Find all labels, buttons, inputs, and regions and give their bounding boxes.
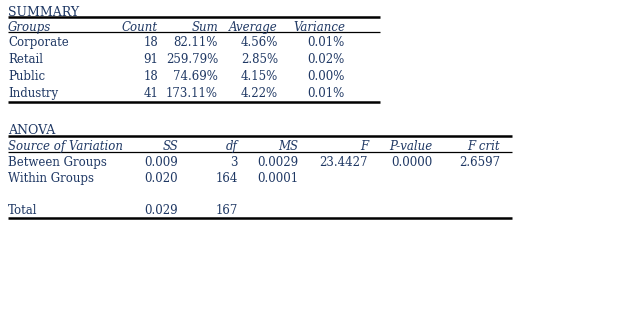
Text: Variance: Variance <box>293 21 345 34</box>
Text: Sum: Sum <box>191 21 218 34</box>
Text: Groups: Groups <box>8 21 51 34</box>
Text: 0.0001: 0.0001 <box>257 172 298 185</box>
Text: Industry: Industry <box>8 87 58 100</box>
Text: 0.020: 0.020 <box>144 172 178 185</box>
Text: 4.56%: 4.56% <box>241 36 278 49</box>
Text: 4.22%: 4.22% <box>241 87 278 100</box>
Text: Total: Total <box>8 204 38 217</box>
Text: P-value: P-value <box>389 140 432 153</box>
Text: 0.01%: 0.01% <box>308 36 345 49</box>
Text: 167: 167 <box>216 204 238 217</box>
Text: F crit: F crit <box>468 140 500 153</box>
Text: ANOVA: ANOVA <box>8 124 55 137</box>
Text: SS: SS <box>162 140 178 153</box>
Text: MS: MS <box>278 140 298 153</box>
Text: 0.029: 0.029 <box>144 204 178 217</box>
Text: 164: 164 <box>216 172 238 185</box>
Text: Count: Count <box>122 21 158 34</box>
Text: F: F <box>360 140 368 153</box>
Text: 0.00%: 0.00% <box>308 70 345 83</box>
Text: 0.01%: 0.01% <box>308 87 345 100</box>
Text: Between Groups: Between Groups <box>8 156 107 169</box>
Text: Retail: Retail <box>8 53 43 66</box>
Text: 41: 41 <box>143 87 158 100</box>
Text: 3: 3 <box>231 156 238 169</box>
Text: 0.0000: 0.0000 <box>391 156 432 169</box>
Text: 0.0029: 0.0029 <box>257 156 298 169</box>
Text: 0.009: 0.009 <box>144 156 178 169</box>
Text: SUMMARY: SUMMARY <box>8 6 79 19</box>
Text: Corporate: Corporate <box>8 36 69 49</box>
Text: 91: 91 <box>143 53 158 66</box>
Text: 2.85%: 2.85% <box>241 53 278 66</box>
Text: 173.11%: 173.11% <box>166 87 218 100</box>
Text: 2.6597: 2.6597 <box>459 156 500 169</box>
Text: 23.4427: 23.4427 <box>319 156 368 169</box>
Text: Public: Public <box>8 70 45 83</box>
Text: 18: 18 <box>143 36 158 49</box>
Text: df: df <box>226 140 238 153</box>
Text: Within Groups: Within Groups <box>8 172 94 185</box>
Text: Source of Variation: Source of Variation <box>8 140 123 153</box>
Text: Average: Average <box>229 21 278 34</box>
Text: 0.02%: 0.02% <box>308 53 345 66</box>
Text: 259.79%: 259.79% <box>166 53 218 66</box>
Text: 74.69%: 74.69% <box>173 70 218 83</box>
Text: 4.15%: 4.15% <box>241 70 278 83</box>
Text: 82.11%: 82.11% <box>174 36 218 49</box>
Text: 18: 18 <box>143 70 158 83</box>
